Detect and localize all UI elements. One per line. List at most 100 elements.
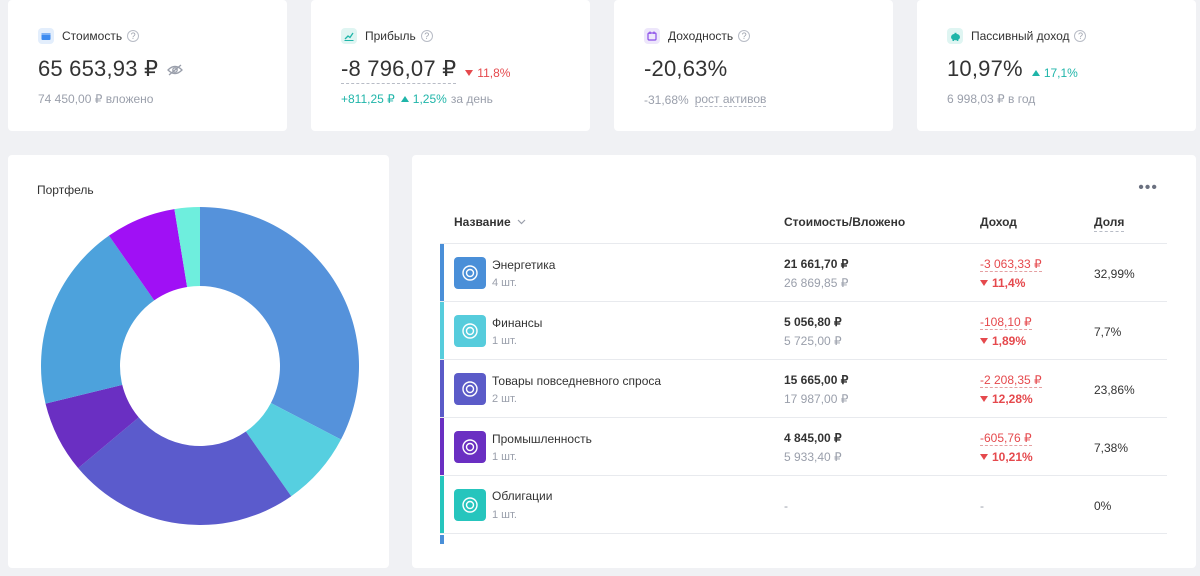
calendar-icon (644, 28, 660, 44)
sector-quantity: 4 шт. (492, 277, 517, 289)
share-value: 32,99% (1094, 267, 1135, 281)
table-row[interactable]: Облигации 1 шт. - - 0% (440, 476, 1167, 534)
total-value: 65 653,93 ₽ (38, 56, 159, 81)
stat-card-value: Стоимость ? 65 653,93 ₽ 74 450,00 ₽ влож… (8, 0, 287, 131)
donut-slice-0[interactable] (200, 207, 359, 440)
stat-title: Стоимость (62, 29, 123, 43)
stat-card-profit: Прибыль ? -8 796,07 ₽ 11,8% +811,25 ₽ 1,… (311, 0, 590, 131)
income-amount[interactable]: -108,10 ₽ (980, 315, 1032, 330)
sector-name: Финансы (492, 316, 543, 330)
invested-cost: 5 725,00 ₽ (784, 334, 842, 348)
header-divider (440, 243, 1167, 244)
arrow-down-icon (980, 338, 988, 344)
eye-off-icon[interactable] (167, 63, 184, 81)
current-cost: 15 665,00 ₽ (784, 373, 849, 387)
row-color-bar (440, 418, 444, 475)
income-amount[interactable]: -3 063,33 ₽ (980, 257, 1042, 272)
share-value: 7,7% (1094, 325, 1122, 339)
donut-slice-1[interactable] (245, 403, 341, 497)
sector-icon (454, 373, 486, 405)
sector-name: Энергетика (492, 258, 556, 272)
help-icon[interactable]: ? (420, 30, 433, 42)
passive-yield-delta: 17,1% (1031, 66, 1078, 80)
asset-growth-value: -31,68% (644, 92, 689, 107)
sector-name: Облигации (492, 489, 553, 503)
column-header-cost[interactable]: Стоимость/Вложено (784, 215, 906, 229)
help-icon[interactable]: ? (127, 30, 140, 42)
invested-cost: 5 933,40 ₽ (784, 450, 842, 464)
table-row[interactable]: Товары повседневного спроса 2 шт. 15 665… (440, 360, 1167, 418)
arrow-down-icon (465, 70, 474, 76)
passive-yield-value: 10,97% (947, 56, 1023, 81)
piggy-bank-icon (947, 28, 963, 44)
donut-slice-6[interactable] (174, 207, 200, 288)
table-row[interactable]: Финансы 1 шт. 5 056,80 ₽ 5 725,00 ₽ -108… (440, 302, 1167, 360)
arrow-down-icon (980, 454, 988, 460)
sector-icon (454, 257, 486, 289)
portfolio-card: Портфель (8, 155, 389, 568)
portfolio-title: Портфель (37, 183, 94, 197)
column-header-name[interactable]: Название (454, 215, 526, 229)
sector-quantity: 1 шт. (492, 451, 517, 463)
wallet-icon (38, 28, 54, 44)
stat-card-passive-income: Пассивный доход ? 10,97% 17,1% 6 998,03 … (917, 0, 1196, 131)
share-value: 7,38% (1094, 441, 1129, 455)
row-color-bar (440, 360, 444, 417)
income-percent: 11,4% (980, 276, 1025, 290)
sector-icon (454, 489, 486, 521)
passive-income-per-year: 6 998,03 ₽ в год (947, 92, 1036, 106)
donut-slice-5[interactable] (108, 209, 188, 301)
income-percent: 10,21% (980, 450, 1033, 464)
table-row[interactable]: Промышленность 1 шт. 4 845,00 ₽ 5 933,40… (440, 418, 1167, 476)
sort-down-icon[interactable] (517, 215, 526, 229)
daily-profit-delta: 1,25% (400, 92, 447, 106)
arrow-up-icon (1031, 70, 1040, 76)
share-value: 0% (1094, 499, 1112, 513)
row-color-bar (440, 244, 444, 301)
sector-name: Товары повседневного спроса (492, 374, 662, 388)
income-percent: 1,89% (980, 334, 1026, 348)
sector-icon (454, 315, 486, 347)
sector-icon (454, 431, 486, 463)
profit-delta: 11,8% (465, 66, 510, 80)
asset-growth-link[interactable]: рост активов (694, 92, 767, 107)
sector-quantity: 1 шт. (492, 509, 517, 521)
arrow-down-icon (980, 396, 988, 402)
donut-slice-2[interactable] (78, 417, 292, 525)
profit-value[interactable]: -8 796,07 ₽ (341, 56, 457, 84)
share-value: 23,86% (1094, 383, 1135, 397)
arrow-down-icon (980, 280, 988, 286)
column-header-share[interactable]: Доля (1094, 215, 1125, 232)
row-color-bar (440, 302, 444, 359)
help-icon[interactable]: ? (738, 30, 751, 42)
current-cost: 4 845,00 ₽ (784, 431, 842, 445)
sector-quantity: 1 шт. (492, 335, 517, 347)
sector-quantity: 2 шт. (492, 393, 517, 405)
yield-value: -20,63% (644, 56, 728, 81)
table-row[interactable]: Энергетика 4 шт. 21 661,70 ₽ 26 869,85 ₽… (440, 244, 1167, 302)
portfolio-donut-chart[interactable] (41, 207, 359, 525)
income-amount[interactable]: -2 208,35 ₽ (980, 373, 1042, 388)
donut-slice-4[interactable] (41, 235, 155, 404)
invested-cost: 17 987,00 ₽ (784, 392, 849, 406)
stat-title: Доходность (668, 29, 734, 43)
arrow-up-icon (400, 96, 409, 102)
invested-amount: 74 450,00 ₽ вложено (38, 92, 154, 106)
holdings-table-card: ••• Название Стоимость/Вложено Доход Дол… (412, 155, 1196, 568)
row-color-bar (440, 476, 444, 533)
help-icon[interactable]: ? (1074, 30, 1087, 42)
current-cost: 21 661,70 ₽ (784, 257, 849, 271)
daily-profit-amount: +811,25 ₽ (341, 92, 395, 106)
stat-card-yield: Доходность ? -20,63% -31,68% рост активо… (614, 0, 893, 131)
stat-title: Прибыль (365, 29, 416, 43)
more-menu-icon[interactable]: ••• (1138, 179, 1158, 196)
chart-line-icon (341, 28, 357, 44)
invested-cost: 26 869,85 ₽ (784, 276, 849, 290)
column-header-income[interactable]: Доход (980, 215, 1017, 229)
current-cost: 5 056,80 ₽ (784, 315, 842, 329)
stat-title: Пассивный доход (971, 29, 1070, 43)
income-amount[interactable]: -605,76 ₽ (980, 431, 1032, 446)
income-percent: 12,28% (980, 392, 1033, 406)
income-empty: - (980, 499, 984, 513)
donut-slice-3[interactable] (45, 384, 139, 469)
